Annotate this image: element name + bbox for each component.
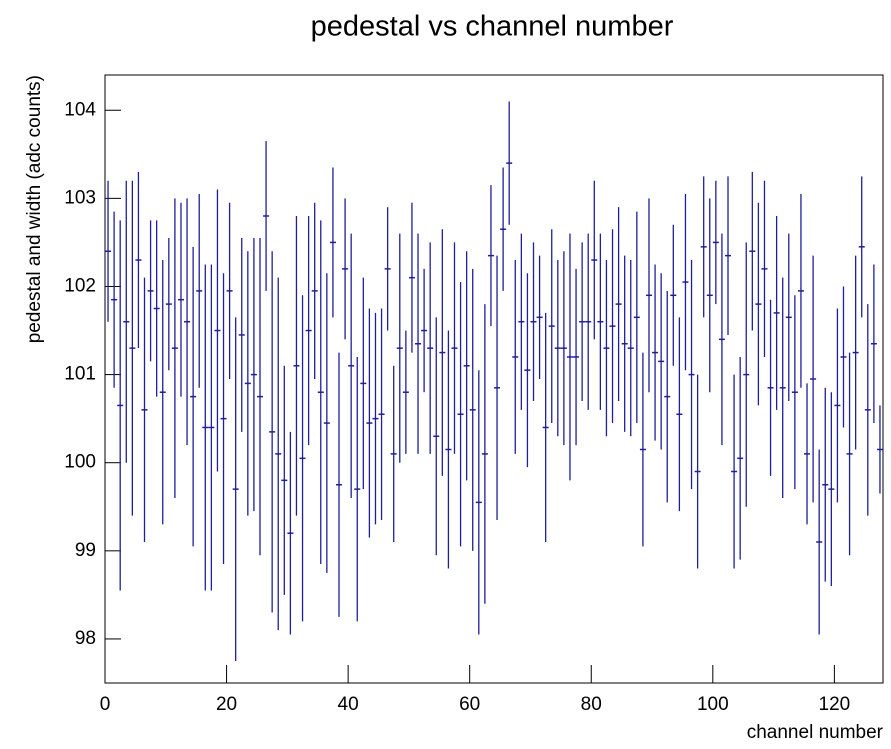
- y-tick-label: 101: [64, 364, 96, 385]
- y-tick-label: 104: [64, 99, 96, 120]
- x-tick-label: 40: [338, 694, 359, 715]
- x-tick-label: 100: [697, 694, 729, 715]
- x-tick-label: 20: [216, 694, 237, 715]
- plot-frame: [104, 74, 884, 684]
- y-tick-label: 98: [75, 628, 96, 649]
- y-tick-label: 100: [64, 452, 96, 473]
- x-tick-label: 120: [819, 694, 851, 715]
- y-tick-label: 102: [64, 275, 96, 296]
- y-axis-label: pedestal and width (adc counts): [24, 75, 45, 343]
- y-tick-label: 99: [75, 540, 96, 561]
- x-axis-label: channel number: [747, 722, 884, 743]
- x-tick-label: 60: [459, 694, 480, 715]
- x-tick-label: 80: [581, 694, 602, 715]
- x-tick-label: 0: [100, 694, 111, 715]
- chart-title: pedestal vs channel number: [311, 11, 674, 43]
- y-tick-label: 103: [64, 187, 96, 208]
